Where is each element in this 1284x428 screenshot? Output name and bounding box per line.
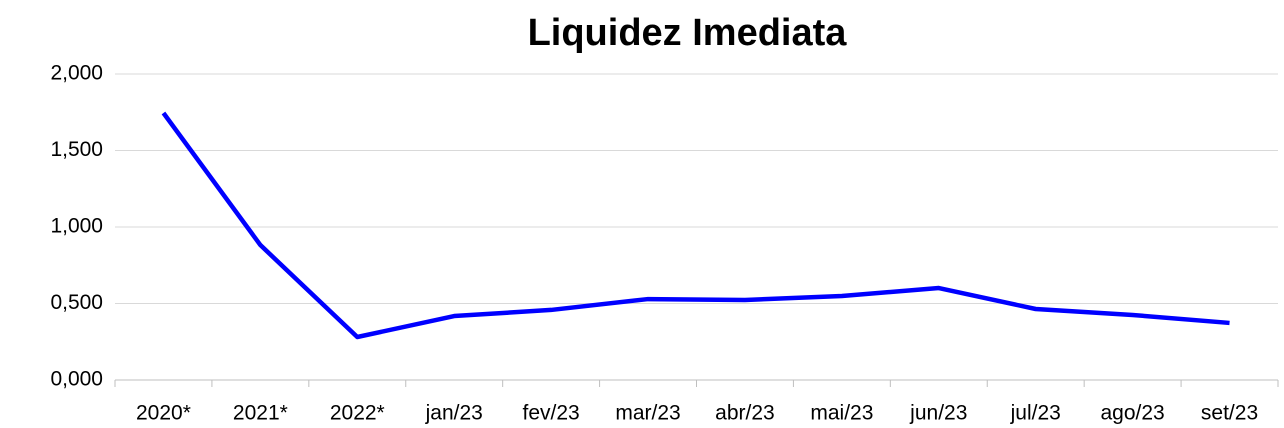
x-tick-label: jul/23 — [1010, 402, 1061, 425]
x-tick-label: jan/23 — [425, 402, 483, 425]
y-tick-label: 2,000 — [50, 62, 103, 85]
y-tick-label: 1,000 — [50, 215, 103, 238]
y-tick-label: 1,500 — [50, 138, 103, 161]
x-tick-label: mai/23 — [810, 402, 873, 425]
x-tick-label: jun/23 — [909, 402, 967, 425]
x-tick-label: set/23 — [1201, 402, 1258, 425]
x-tick-label: mar/23 — [615, 402, 680, 425]
x-tick-label: 2022* — [330, 402, 385, 425]
y-tick-label: 0,500 — [50, 291, 103, 314]
x-tick-label: 2021* — [233, 402, 288, 425]
x-tick-label: fev/23 — [523, 402, 580, 425]
x-tick-label: abr/23 — [715, 402, 775, 425]
y-tick-label: 0,000 — [50, 368, 103, 391]
x-tick-label: 2020* — [136, 402, 191, 425]
x-tick-label: ago/23 — [1101, 402, 1165, 425]
data-line — [161, 111, 1230, 340]
chart-title: Liquidez Imediata — [528, 12, 848, 54]
